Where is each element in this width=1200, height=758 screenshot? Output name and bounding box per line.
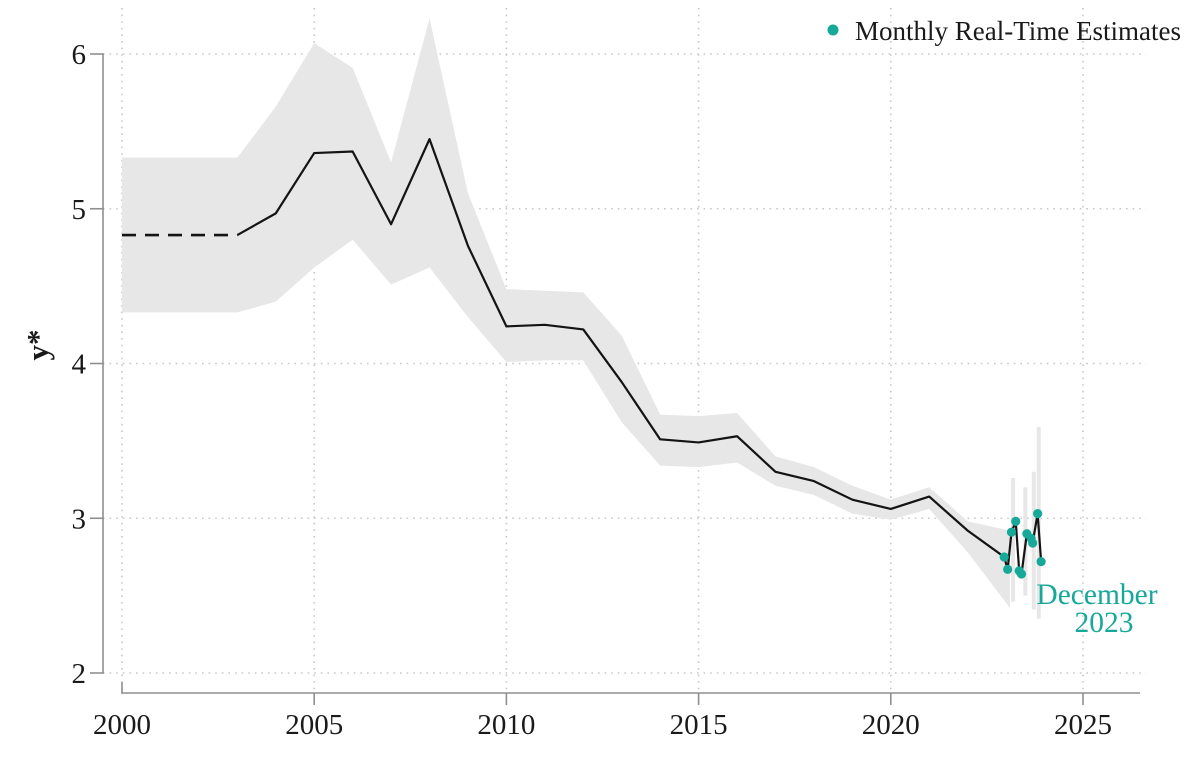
axes <box>90 53 1140 705</box>
monthly-estimate-dot <box>1036 556 1046 567</box>
monthly-ci-spike <box>1011 478 1016 602</box>
annotation-line-1: December <box>1036 579 1157 611</box>
y-tick-label: 4 <box>72 349 87 381</box>
monthly-estimate-dot <box>1028 538 1038 548</box>
x-tick-label: 2005 <box>285 709 343 741</box>
monthly-dots <box>999 509 1046 579</box>
y-tick-label: 2 <box>72 658 87 690</box>
monthly-estimate-dot <box>1033 509 1043 519</box>
monthly-estimate-dot <box>1011 516 1021 526</box>
tick-labels: 2 3 4 5 6 2000 2005 2010 2015 2020 2025 <box>72 39 1113 741</box>
x-tick-label: 2025 <box>1054 709 1112 741</box>
annotation-december-2023: December 2023 <box>1036 579 1157 639</box>
y-tick-label: 5 <box>72 194 87 226</box>
monthly-estimate-dot <box>1006 527 1017 537</box>
x-tick-label: 2020 <box>862 709 920 741</box>
legend: Monthly Real-Time Estimates <box>827 16 1181 46</box>
band-polygon <box>122 18 1010 609</box>
monthly-estimate-dot <box>1003 564 1013 574</box>
annotation-line-2: 2023 <box>1075 607 1134 639</box>
y-tick-label: 6 <box>72 39 87 71</box>
confidence-band <box>122 18 1041 619</box>
monthly-estimate-dot <box>999 552 1009 562</box>
legend-label: Monthly Real-Time Estimates <box>855 16 1181 46</box>
legend-dot-icon <box>827 24 839 36</box>
x-tick-label: 2015 <box>670 709 728 741</box>
monthly-estimate-dot <box>1016 569 1027 579</box>
x-tick-label: 2000 <box>93 709 151 741</box>
y-tick-label: 3 <box>72 503 87 535</box>
x-tick-label: 2010 <box>477 709 535 741</box>
y-axis-title: y* <box>20 330 55 361</box>
